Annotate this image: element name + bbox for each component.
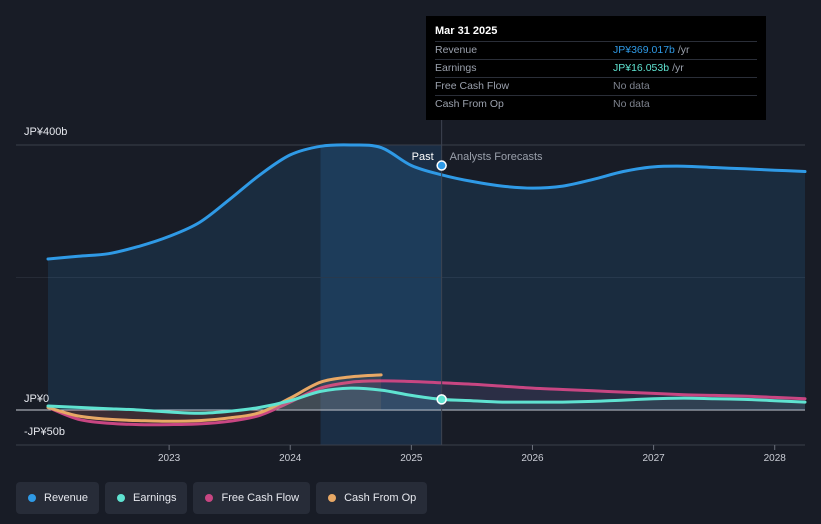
- tooltip-row-name: Revenue: [435, 44, 478, 56]
- earnings-marker: [436, 394, 447, 405]
- legend-dot-icon: [328, 494, 337, 502]
- chart-area: Past Analysts Forecasts 2023 2024 2025 2026…: [16, 18, 807, 464]
- markers: [436, 160, 447, 405]
- x-tick-label: 2028: [764, 453, 787, 464]
- x-axis-ticks: 2023 2024 2025 2026 2027 2028: [158, 445, 786, 464]
- legend-dot-icon: [117, 494, 126, 502]
- x-tick-label: 2027: [642, 453, 665, 464]
- tooltip-row-unit: /yr: [672, 62, 684, 74]
- free-cash-flow-line: [46, 379, 807, 427]
- past-label: Past: [412, 151, 434, 163]
- tooltip-row-name: Earnings: [435, 62, 477, 74]
- cash-from-op-line: [46, 373, 383, 423]
- legend-dot-icon: [205, 494, 214, 502]
- legend-label: Free Cash Flow: [221, 492, 300, 504]
- tooltip-row-free-cash-flow: Free Cash Flow No data: [435, 77, 757, 95]
- revenue-area: [48, 144, 805, 410]
- tooltip-row-revenue: Revenue JP¥369.017b /yr: [435, 41, 757, 59]
- revenue-line: [46, 143, 807, 261]
- tooltip-row-name: Cash From Op: [435, 98, 504, 110]
- tooltip-row-cash-from-op: Cash From Op No data: [435, 95, 757, 113]
- series-layer: [46, 143, 807, 427]
- cash-from-op-area: [48, 374, 382, 422]
- earnings-area: [48, 388, 805, 414]
- tooltip: Mar 31 2025 Revenue JP¥369.017b /yr Earn…: [426, 16, 766, 120]
- legend-label: Cash From Op: [344, 492, 417, 504]
- tooltip-row-unit: /yr: [677, 44, 690, 56]
- tooltip-row-earnings: Earnings JP¥16.053b /yr: [435, 59, 757, 77]
- legend-item-revenue[interactable]: Revenue: [16, 482, 100, 514]
- legend-item-earnings[interactable]: Earnings: [105, 482, 188, 514]
- revenue-marker: [436, 160, 447, 171]
- tooltip-row-name: Free Cash Flow: [435, 80, 510, 92]
- x-tick-label: 2024: [279, 453, 302, 464]
- tooltip-row-value: No data: [613, 98, 650, 110]
- legend-label: Revenue: [44, 492, 89, 504]
- x-tick-label: 2023: [158, 453, 181, 464]
- y-label-bottom: -JP¥50b: [24, 426, 65, 438]
- forecast-label: Analysts Forecasts: [450, 151, 543, 163]
- tooltip-row-value: JP¥16.053b: [613, 62, 670, 74]
- tooltip-row-value: No data: [613, 80, 650, 92]
- legend-item-cash-from-op[interactable]: Cash From Op: [316, 482, 428, 514]
- tooltip-row-value: JP¥369.017b: [613, 44, 675, 56]
- x-tick-label: 2025: [400, 453, 423, 464]
- y-label-top: JP¥400b: [24, 126, 68, 138]
- tooltip-date: Mar 31 2025: [435, 25, 498, 37]
- legend-label: Earnings: [133, 492, 177, 504]
- legend-item-free-cash-flow[interactable]: Free Cash Flow: [193, 482, 311, 514]
- earnings-line: [46, 386, 807, 415]
- y-label-zero: JP¥0: [24, 393, 50, 405]
- legend: Revenue Earnings Free Cash Flow Cash Fro…: [16, 482, 428, 514]
- legend-dot-icon: [28, 494, 36, 502]
- highlight-band: [320, 145, 442, 445]
- x-tick-label: 2026: [521, 453, 544, 464]
